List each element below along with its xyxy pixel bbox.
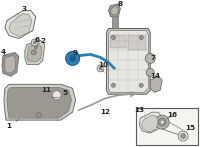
Polygon shape (5, 55, 16, 73)
Circle shape (111, 36, 115, 40)
Circle shape (33, 41, 36, 44)
Polygon shape (128, 35, 146, 50)
FancyBboxPatch shape (136, 108, 198, 145)
Polygon shape (25, 41, 45, 64)
Circle shape (160, 120, 164, 124)
Circle shape (70, 55, 76, 61)
Circle shape (31, 39, 38, 46)
Polygon shape (110, 6, 118, 15)
Circle shape (36, 113, 41, 118)
Text: 1: 1 (6, 119, 19, 129)
Circle shape (66, 51, 80, 65)
Circle shape (146, 68, 154, 76)
Circle shape (31, 50, 36, 55)
Circle shape (111, 83, 115, 87)
Polygon shape (108, 4, 120, 17)
Polygon shape (52, 95, 62, 108)
Polygon shape (110, 35, 126, 49)
Polygon shape (57, 94, 66, 104)
Text: 9: 9 (73, 50, 78, 57)
Circle shape (181, 134, 186, 138)
Text: 8: 8 (118, 1, 123, 7)
Polygon shape (112, 17, 118, 29)
Polygon shape (150, 76, 162, 92)
Text: 2: 2 (37, 37, 45, 46)
Circle shape (155, 115, 169, 129)
Polygon shape (108, 31, 148, 92)
Text: 10: 10 (98, 62, 108, 68)
Text: 5: 5 (59, 90, 67, 97)
Circle shape (34, 46, 37, 49)
Circle shape (52, 91, 61, 100)
Polygon shape (4, 84, 76, 120)
Circle shape (145, 54, 155, 63)
Circle shape (178, 131, 188, 141)
Circle shape (158, 118, 166, 126)
Polygon shape (45, 92, 55, 102)
Text: 3: 3 (19, 6, 26, 15)
Polygon shape (27, 44, 42, 61)
Text: 12: 12 (100, 104, 110, 115)
Circle shape (97, 65, 104, 72)
Text: 14: 14 (150, 73, 160, 82)
Text: 6: 6 (34, 36, 39, 42)
Text: 4: 4 (0, 49, 6, 56)
Circle shape (139, 83, 143, 87)
Polygon shape (5, 11, 36, 39)
Polygon shape (106, 29, 150, 94)
Polygon shape (141, 115, 158, 132)
Polygon shape (2, 52, 19, 76)
Text: 7: 7 (148, 55, 156, 65)
Polygon shape (7, 87, 72, 118)
Circle shape (139, 36, 143, 40)
Polygon shape (130, 91, 135, 97)
Text: 15: 15 (184, 125, 195, 134)
Text: 16: 16 (167, 112, 177, 119)
Polygon shape (139, 112, 162, 133)
Text: 13: 13 (134, 107, 145, 118)
Circle shape (99, 67, 102, 70)
Polygon shape (9, 14, 32, 36)
Text: 11: 11 (41, 87, 51, 96)
